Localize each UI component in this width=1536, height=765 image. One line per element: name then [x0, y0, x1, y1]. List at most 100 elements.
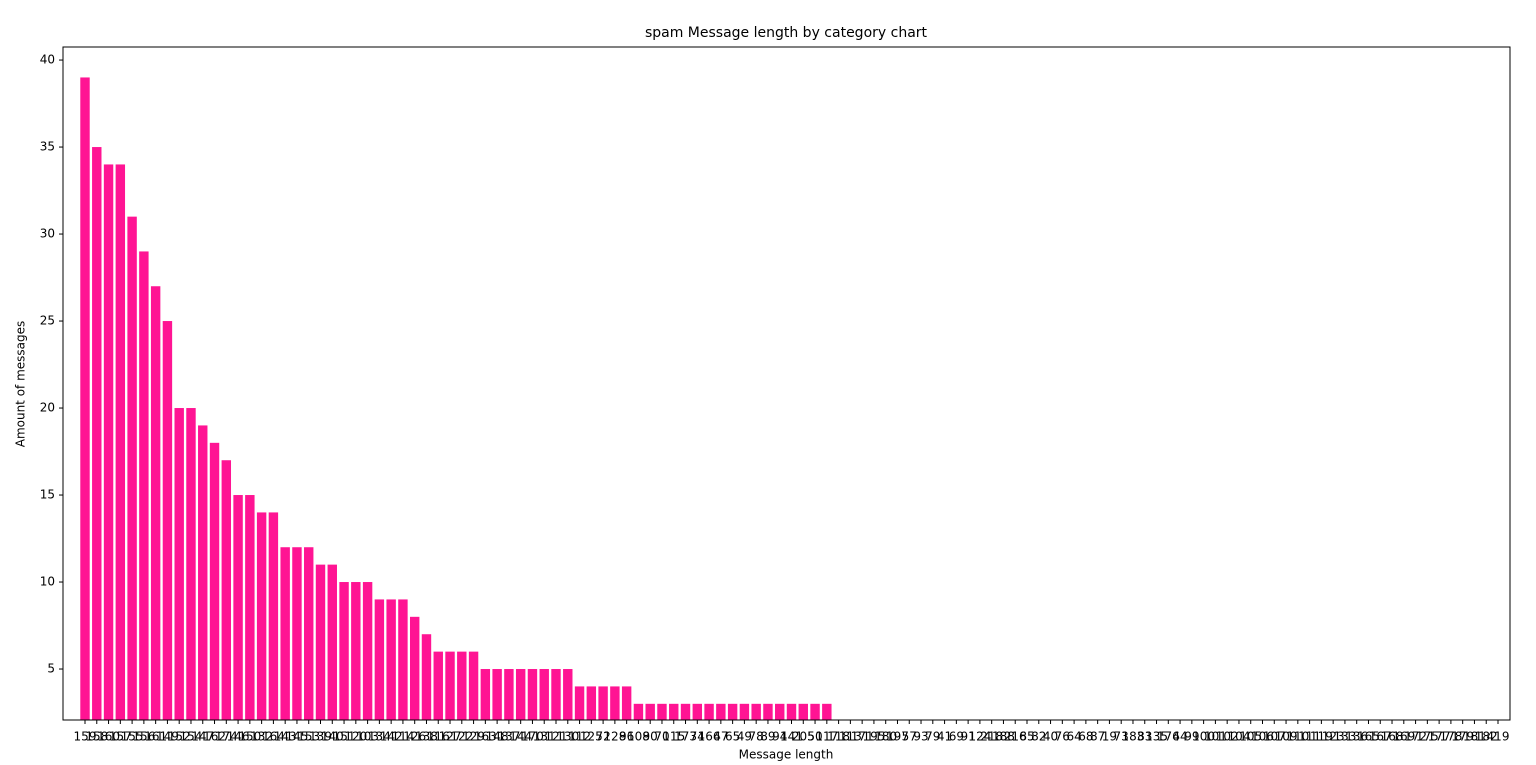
bar: [127, 216, 137, 720]
x-tick-label: 114: [391, 730, 414, 744]
x-tick-label: 153: [297, 730, 320, 744]
bar: [150, 286, 161, 720]
x-tick-label: 175: [1416, 730, 1439, 744]
x-tick-label: 129: [462, 730, 485, 744]
y-tick-label: 15: [40, 488, 55, 502]
bar: [268, 512, 279, 720]
bar: [139, 251, 149, 720]
x-tick-label: 116: [427, 730, 450, 744]
x-tick-label: 205: [792, 730, 815, 744]
x-tick-label: 173: [674, 730, 697, 744]
x-tick-label: 140: [321, 730, 344, 744]
bar: [657, 703, 667, 720]
chart-title: spam Message length by category chart: [645, 25, 928, 41]
x-tick-label: 40: [1043, 730, 1058, 744]
x-tick-label: 158: [85, 730, 108, 744]
bar: [480, 669, 491, 720]
x-tick-label: 172: [1404, 730, 1427, 744]
bar: [221, 460, 232, 720]
x-tick-label: 65: [725, 730, 740, 744]
x-tick-label: 167: [1369, 730, 1392, 744]
x-tick-label: 100: [1192, 730, 1215, 744]
bar: [610, 686, 620, 720]
y-axis-label: Amount of messages: [14, 321, 28, 448]
x-tick-label: 127: [439, 730, 462, 744]
x-tick-label: 159: [74, 730, 97, 744]
x-tick-label: 141: [780, 730, 803, 744]
x-tick-label: 90: [643, 730, 658, 744]
bar: [209, 442, 220, 720]
x-tick-label: 162: [203, 730, 226, 744]
x-tick-label: 113: [839, 730, 862, 744]
x-tick-label: 195: [862, 730, 885, 744]
x-tick-label: 102: [1216, 730, 1239, 744]
x-tick-label: 152: [168, 730, 191, 744]
x-tick-label: 155: [121, 730, 144, 744]
bar: [751, 703, 761, 720]
x-tick-label: 115: [662, 730, 685, 744]
x-tick-label: 181: [1463, 730, 1486, 744]
bar: [551, 669, 561, 720]
x-tick-label: 178: [1439, 730, 1462, 744]
x-tick-label: 143: [274, 730, 297, 744]
x-tick-label: 85: [1019, 730, 1034, 744]
x-tick-label: 57: [902, 730, 917, 744]
x-tick-label: 188: [992, 730, 1015, 744]
bar: [409, 616, 420, 720]
x-tick-label: 142: [380, 730, 403, 744]
x-tick-label: 145: [285, 730, 308, 744]
x-tick-label: 168: [1381, 730, 1404, 744]
x-tick-label: 135: [1145, 730, 1168, 744]
bar: [103, 164, 114, 720]
x-tick-label: 134: [368, 730, 391, 744]
bar: [280, 547, 290, 720]
bar: [398, 599, 408, 720]
bar: [598, 686, 608, 720]
x-tick-label: 93: [913, 730, 928, 744]
bars: [80, 77, 832, 720]
x-tick-label: 128: [603, 730, 626, 744]
x-tick-label: 87: [1090, 730, 1105, 744]
y-tick-label: 10: [40, 575, 55, 589]
x-tick-label: 49: [737, 730, 752, 744]
x-tick-label: 165: [1357, 730, 1380, 744]
bar: [645, 703, 655, 720]
bar: [245, 495, 255, 720]
x-tick-label: 139: [309, 730, 332, 744]
x-tick-label: 122: [450, 730, 473, 744]
x-tick-label: 166: [698, 730, 721, 744]
x-tick-label: 126: [403, 730, 426, 744]
x-tick-label: 160: [97, 730, 120, 744]
x-tick-label: 171: [851, 730, 874, 744]
x-tick-label: 169: [1392, 730, 1415, 744]
x-tick-label: 96: [619, 730, 634, 744]
x-tick-label: 150: [238, 730, 261, 744]
bar: [339, 582, 349, 720]
x-tick-label: 108: [627, 730, 650, 744]
x-tick-label: 118: [827, 730, 850, 744]
x-tick-label: 170: [521, 730, 544, 744]
x-tick-label: 156: [132, 730, 155, 744]
bar: [327, 564, 337, 720]
bar: [810, 703, 820, 720]
x-tick-label: 132: [250, 730, 273, 744]
plot-frame: [62, 46, 1511, 721]
bar: [233, 495, 243, 720]
bar: [468, 651, 479, 720]
x-tick-label: 104: [1227, 730, 1250, 744]
x-tick-label: 216: [1004, 730, 1027, 744]
x-tick-label: 68: [1078, 730, 1093, 744]
bar: [704, 703, 714, 720]
x-tick-label: 82: [1031, 730, 1046, 744]
y-tick-label: 35: [40, 140, 55, 154]
x-tick-label: 161: [144, 730, 167, 744]
bar: [386, 599, 396, 720]
bar: [775, 703, 785, 720]
x-tick-label: 94: [772, 730, 787, 744]
x-tick-label: 74: [690, 730, 705, 744]
x-tick-label: 148: [486, 730, 509, 744]
x-axis-label: Message length: [739, 748, 834, 762]
bar: [186, 408, 196, 720]
x-tick-label: 136: [1345, 730, 1368, 744]
